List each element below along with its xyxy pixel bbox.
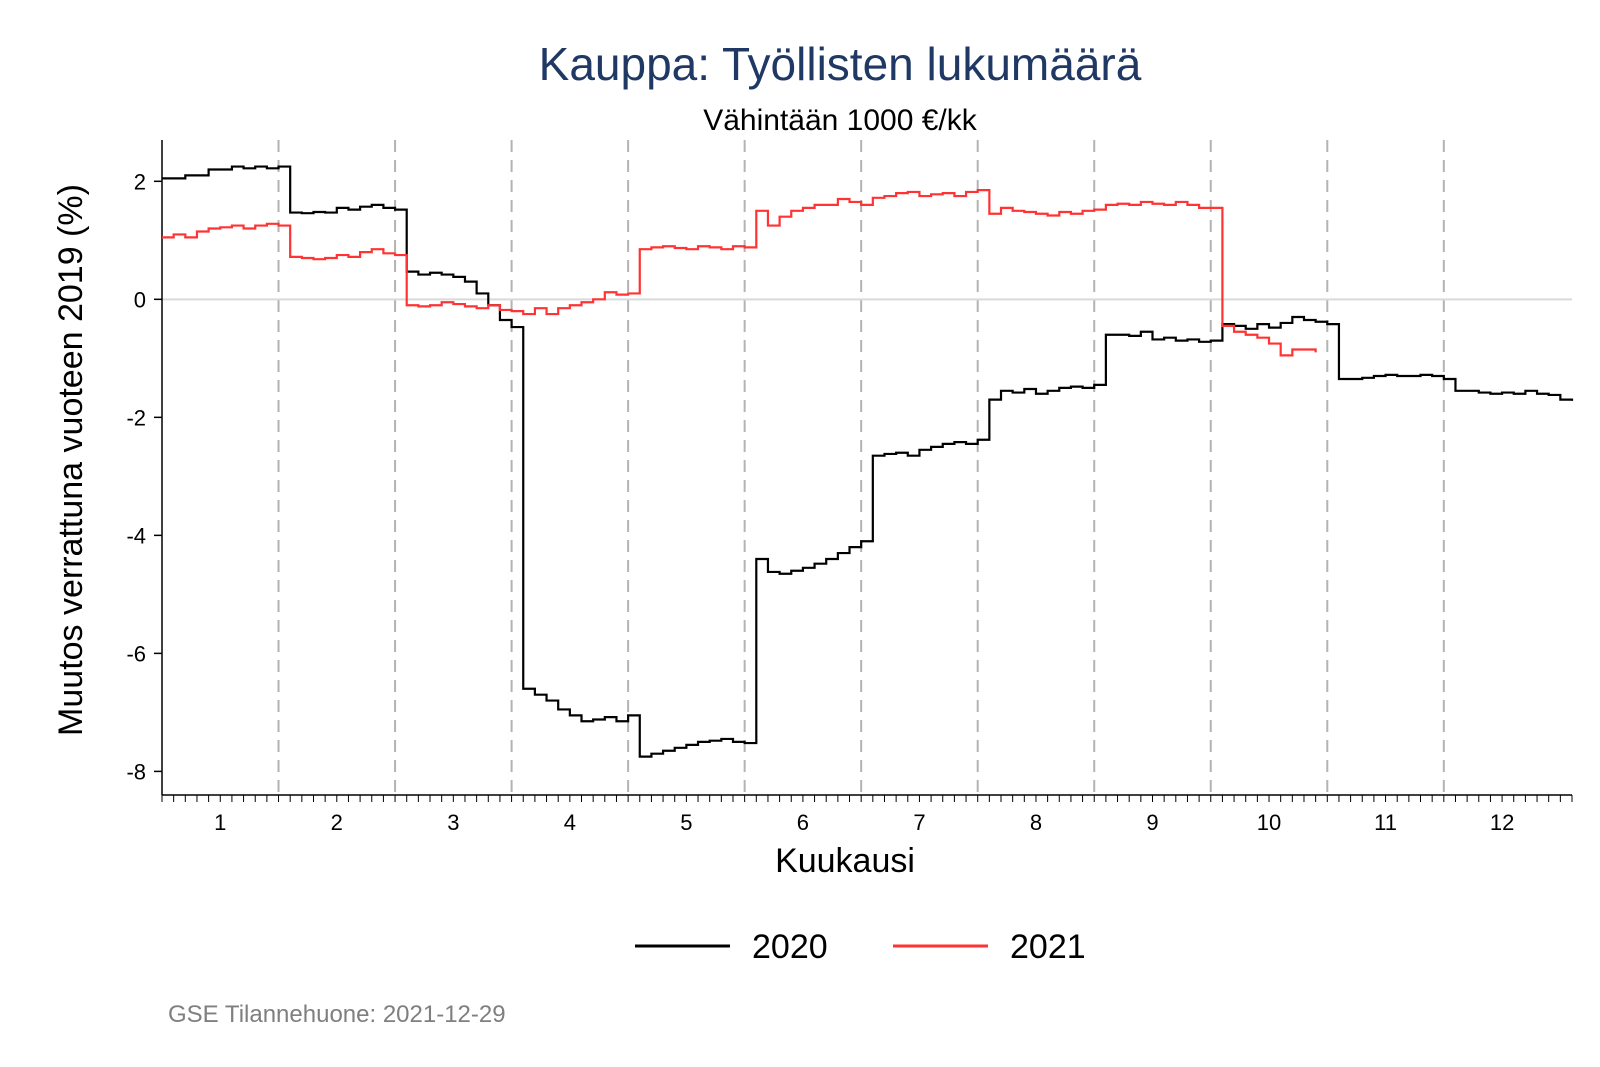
source-note: GSE Tilannehuone: 2021-12-29: [168, 1001, 506, 1028]
y-tick-label: -2: [126, 405, 146, 430]
x-tick-label: 10: [1257, 810, 1281, 835]
x-tick-label: 1: [214, 810, 226, 835]
x-tick-label: 6: [797, 810, 809, 835]
x-tick-label: 12: [1490, 810, 1514, 835]
y-tick-label: -8: [126, 759, 146, 784]
y-axis-title: Muutos verrattuna vuoteen 2019 (%): [52, 184, 90, 736]
y-tick-label: -4: [126, 523, 146, 548]
chart-title: Kauppa: Työllisten lukumäärä: [539, 38, 1142, 90]
legend: 2020 2021: [635, 928, 1086, 966]
x-tick-label: 4: [564, 810, 576, 835]
legend-label-2021: 2021: [1010, 928, 1086, 966]
legend-label-2020: 2020: [752, 928, 828, 966]
x-tick-label: 8: [1030, 810, 1042, 835]
y-axis-ticks: 2 0 -2 -4 -6 -8: [126, 169, 162, 784]
series-line-2021: [162, 189, 1317, 357]
chart-subtitle: Vähintään 1000 €/kk: [703, 104, 978, 137]
x-axis-ticks: 1 2 3 4 5 6 7 8 9 10 11 12: [161, 795, 1573, 835]
x-axis-title: Kuukausi: [775, 842, 915, 880]
x-tick-label: 7: [913, 810, 925, 835]
x-tick-label: 3: [447, 810, 459, 835]
x-tick-label: 9: [1146, 810, 1158, 835]
series-line-2020: [162, 165, 1574, 758]
x-tick-label: 2: [331, 810, 343, 835]
y-tick-label: -6: [126, 641, 146, 666]
month-separators: [277, 140, 1445, 795]
x-tick-label: 5: [680, 810, 692, 835]
y-tick-label: 0: [134, 287, 146, 312]
y-tick-label: 2: [134, 169, 146, 194]
series-layer: [162, 165, 1574, 758]
x-tick-label: 11: [1374, 810, 1397, 835]
